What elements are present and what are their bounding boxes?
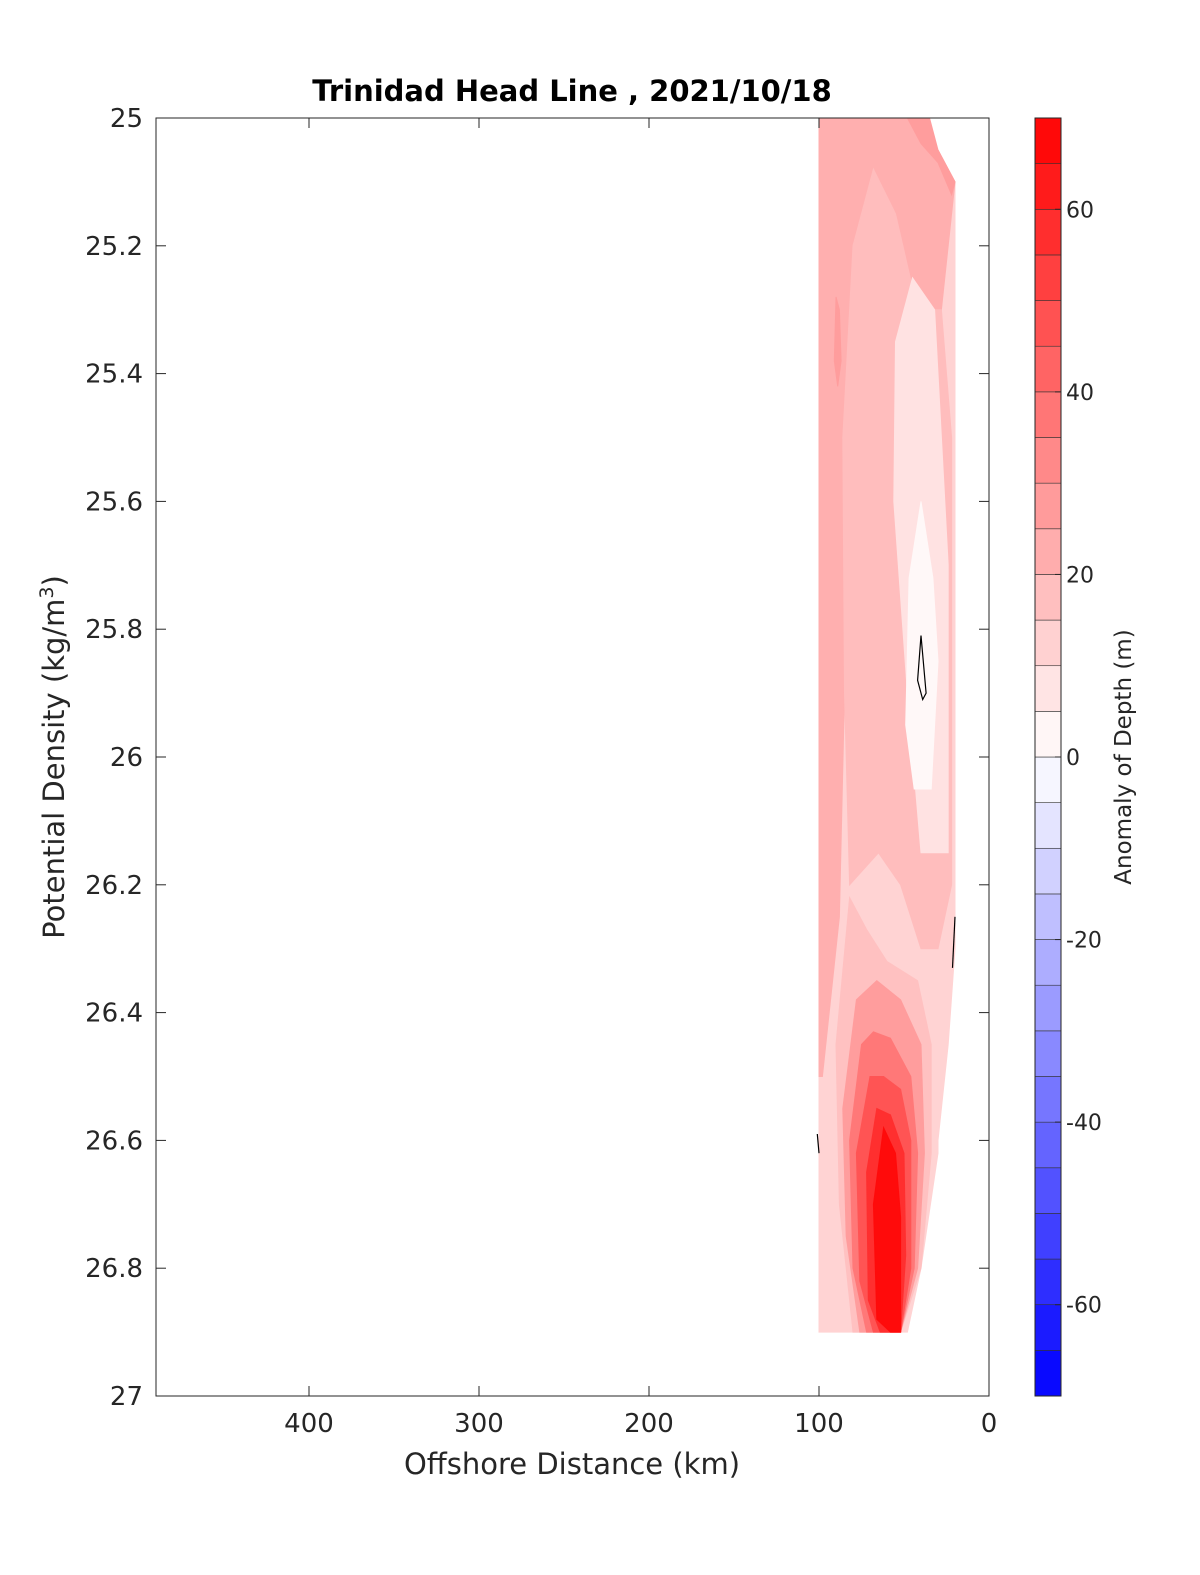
y-tick-label: 25.8 [85,615,143,645]
colorbar-swatch [1034,1213,1062,1260]
x-axis: 400 300 200 100 0 [284,118,997,1439]
colorbar-swatch [1034,482,1062,530]
y-axis-label: Potential Density (kg/m3) [36,575,71,939]
colorbar-tick-label: 40 [1066,381,1094,406]
zero-contour-layer [816,635,956,1154]
colorbar-tick-label: 0 [1066,746,1080,771]
y-tick-label: 25 [110,104,143,134]
y-tick-label: 26.6 [85,1126,143,1156]
colorbar-swatch [1034,1304,1062,1351]
y-tick-label: 25.4 [85,360,143,390]
y-tick-label: 26.4 [85,999,143,1029]
colorbar-swatch [1034,574,1062,621]
x-tick-label: 100 [794,1409,844,1439]
colorbar-tick-label: -40 [1066,1111,1102,1136]
zero-contour-small-loop [916,635,927,702]
colorbar-swatch [1034,1076,1062,1123]
colorbar-tick-label: 60 [1066,198,1094,223]
colorbar-ticks: 60 40 20 0 -20 -40 -60 [1055,198,1102,1319]
colorbar-swatch [1034,391,1062,438]
x-tick-label: 400 [284,1409,334,1439]
colorbar-swatch [1034,984,1062,1032]
colorbar-swatch [1034,893,1062,940]
colorbar-swatch [1034,1030,1062,1077]
colorbar-swatch [1034,117,1062,164]
colorbar-swatch [1034,1121,1062,1169]
colorbar-swatch [1034,163,1062,210]
colorbar-swatch [1034,345,1062,393]
colorbar-label: Anomaly of Depth (m) [1111,629,1137,884]
colorbar-swatch [1034,665,1062,712]
colorbar-swatch [1034,300,1062,347]
y-tick-label: 25.6 [85,487,143,517]
x-axis-label: Offshore Distance (km) [404,1447,740,1481]
colorbar-tick-label: -20 [1066,929,1102,954]
contour-fill-layer [818,117,956,1333]
colorbar-swatch [1034,756,1062,803]
colorbar-swatch [1034,711,1062,758]
contour-region-inshore-edge-upper [906,117,956,197]
y-tick-label: 26.8 [85,1254,143,1284]
colorbar-swatch [1034,802,1062,849]
colorbar-swatch [1034,437,1062,484]
colorbar-tick-label: -60 [1066,1294,1102,1319]
y-tick-label: 25.2 [85,232,143,262]
y-axis: 25 25.2 25.4 25.6 25.8 26 26.2 26.4 26.6 26.8 27 [85,104,989,1412]
y-tick-label: 26 [110,743,143,773]
colorbar-swatch [1034,1350,1062,1397]
colorbar-swatch [1034,619,1062,667]
zero-contour-inshore [951,916,956,968]
chart-title: Trinidad Head Line , 2021/10/18 [312,74,832,108]
y-tick-label: 27 [110,1382,143,1412]
colorbar-swatch [1034,939,1062,986]
colorbar-swatch [1034,1167,1062,1214]
x-tick-label: 200 [624,1409,674,1439]
contour-region-deep-max [872,1125,902,1333]
colorbar-swatch [1034,847,1062,895]
zero-contour-offshore [816,1133,820,1154]
plot-area: 400 300 200 100 0 25 25.2 25.4 25.6 25.8 26 26.2 26… [85,104,997,1439]
colorbar-swatch [1034,208,1062,256]
colorbar-swatch [1034,254,1062,301]
colorbar-swatch [1034,1258,1062,1306]
colorbar-tick-label: 20 [1066,563,1094,588]
y-tick-label: 26.2 [85,871,143,901]
x-tick-label: 0 [981,1409,998,1439]
colorbar: 60 40 20 0 -20 -40 -60 Anomaly of Depth (m) [1034,117,1137,1397]
colorbar-swatch [1034,528,1062,575]
x-tick-label: 300 [454,1409,504,1439]
contour-region-isolated-patch [833,296,842,387]
